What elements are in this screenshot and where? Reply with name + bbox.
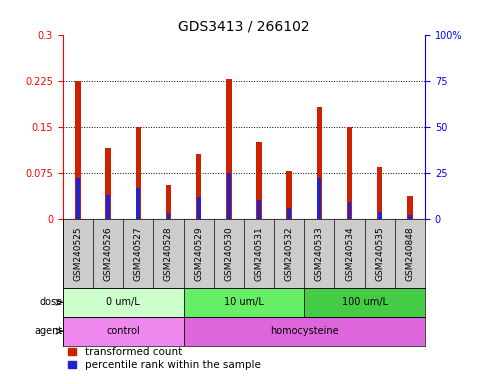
Bar <box>317 107 322 219</box>
Bar <box>136 187 140 219</box>
Legend: transformed count, percentile rank within the sample: transformed count, percentile rank withi… <box>68 348 260 371</box>
Bar <box>196 154 201 219</box>
Bar <box>257 200 261 219</box>
Text: GSM240534: GSM240534 <box>345 226 354 281</box>
Text: GSM240533: GSM240533 <box>315 226 324 281</box>
Bar <box>63 317 184 346</box>
Bar <box>226 79 231 219</box>
Text: GSM240525: GSM240525 <box>73 226 83 281</box>
Text: GSM240848: GSM240848 <box>405 226 414 281</box>
Bar <box>347 127 352 219</box>
Text: GSM240529: GSM240529 <box>194 226 203 281</box>
Bar <box>184 317 425 346</box>
Text: GSM240528: GSM240528 <box>164 226 173 281</box>
Bar <box>304 288 425 317</box>
Bar <box>75 81 81 219</box>
Bar <box>407 195 412 219</box>
Text: 100 um/L: 100 um/L <box>341 297 388 308</box>
Bar <box>377 167 383 219</box>
Bar <box>63 288 184 317</box>
Bar <box>378 212 382 219</box>
Bar <box>197 197 200 219</box>
Text: control: control <box>106 326 140 336</box>
Bar <box>287 208 291 219</box>
Title: GDS3413 / 266102: GDS3413 / 266102 <box>178 20 310 33</box>
Text: GSM240530: GSM240530 <box>224 226 233 281</box>
Bar <box>76 178 80 219</box>
Text: 0 um/L: 0 um/L <box>106 297 140 308</box>
Bar <box>256 142 262 219</box>
Bar <box>106 195 110 219</box>
Text: GSM240531: GSM240531 <box>255 226 264 281</box>
Text: GSM240527: GSM240527 <box>134 226 143 281</box>
Bar <box>227 173 231 219</box>
Bar <box>105 148 111 219</box>
Text: GSM240535: GSM240535 <box>375 226 384 281</box>
Bar <box>348 202 352 219</box>
Text: GSM240526: GSM240526 <box>103 226 113 281</box>
Bar <box>167 214 170 219</box>
Text: 10 um/L: 10 um/L <box>224 297 264 308</box>
Bar <box>408 215 412 219</box>
Bar <box>317 178 321 219</box>
Bar <box>184 288 304 317</box>
Text: homocysteine: homocysteine <box>270 326 339 336</box>
Text: GSM240532: GSM240532 <box>284 226 294 281</box>
Bar <box>136 127 141 219</box>
Bar <box>286 171 292 219</box>
Text: dose: dose <box>39 297 62 308</box>
Bar <box>166 185 171 219</box>
Text: agent: agent <box>34 326 62 336</box>
